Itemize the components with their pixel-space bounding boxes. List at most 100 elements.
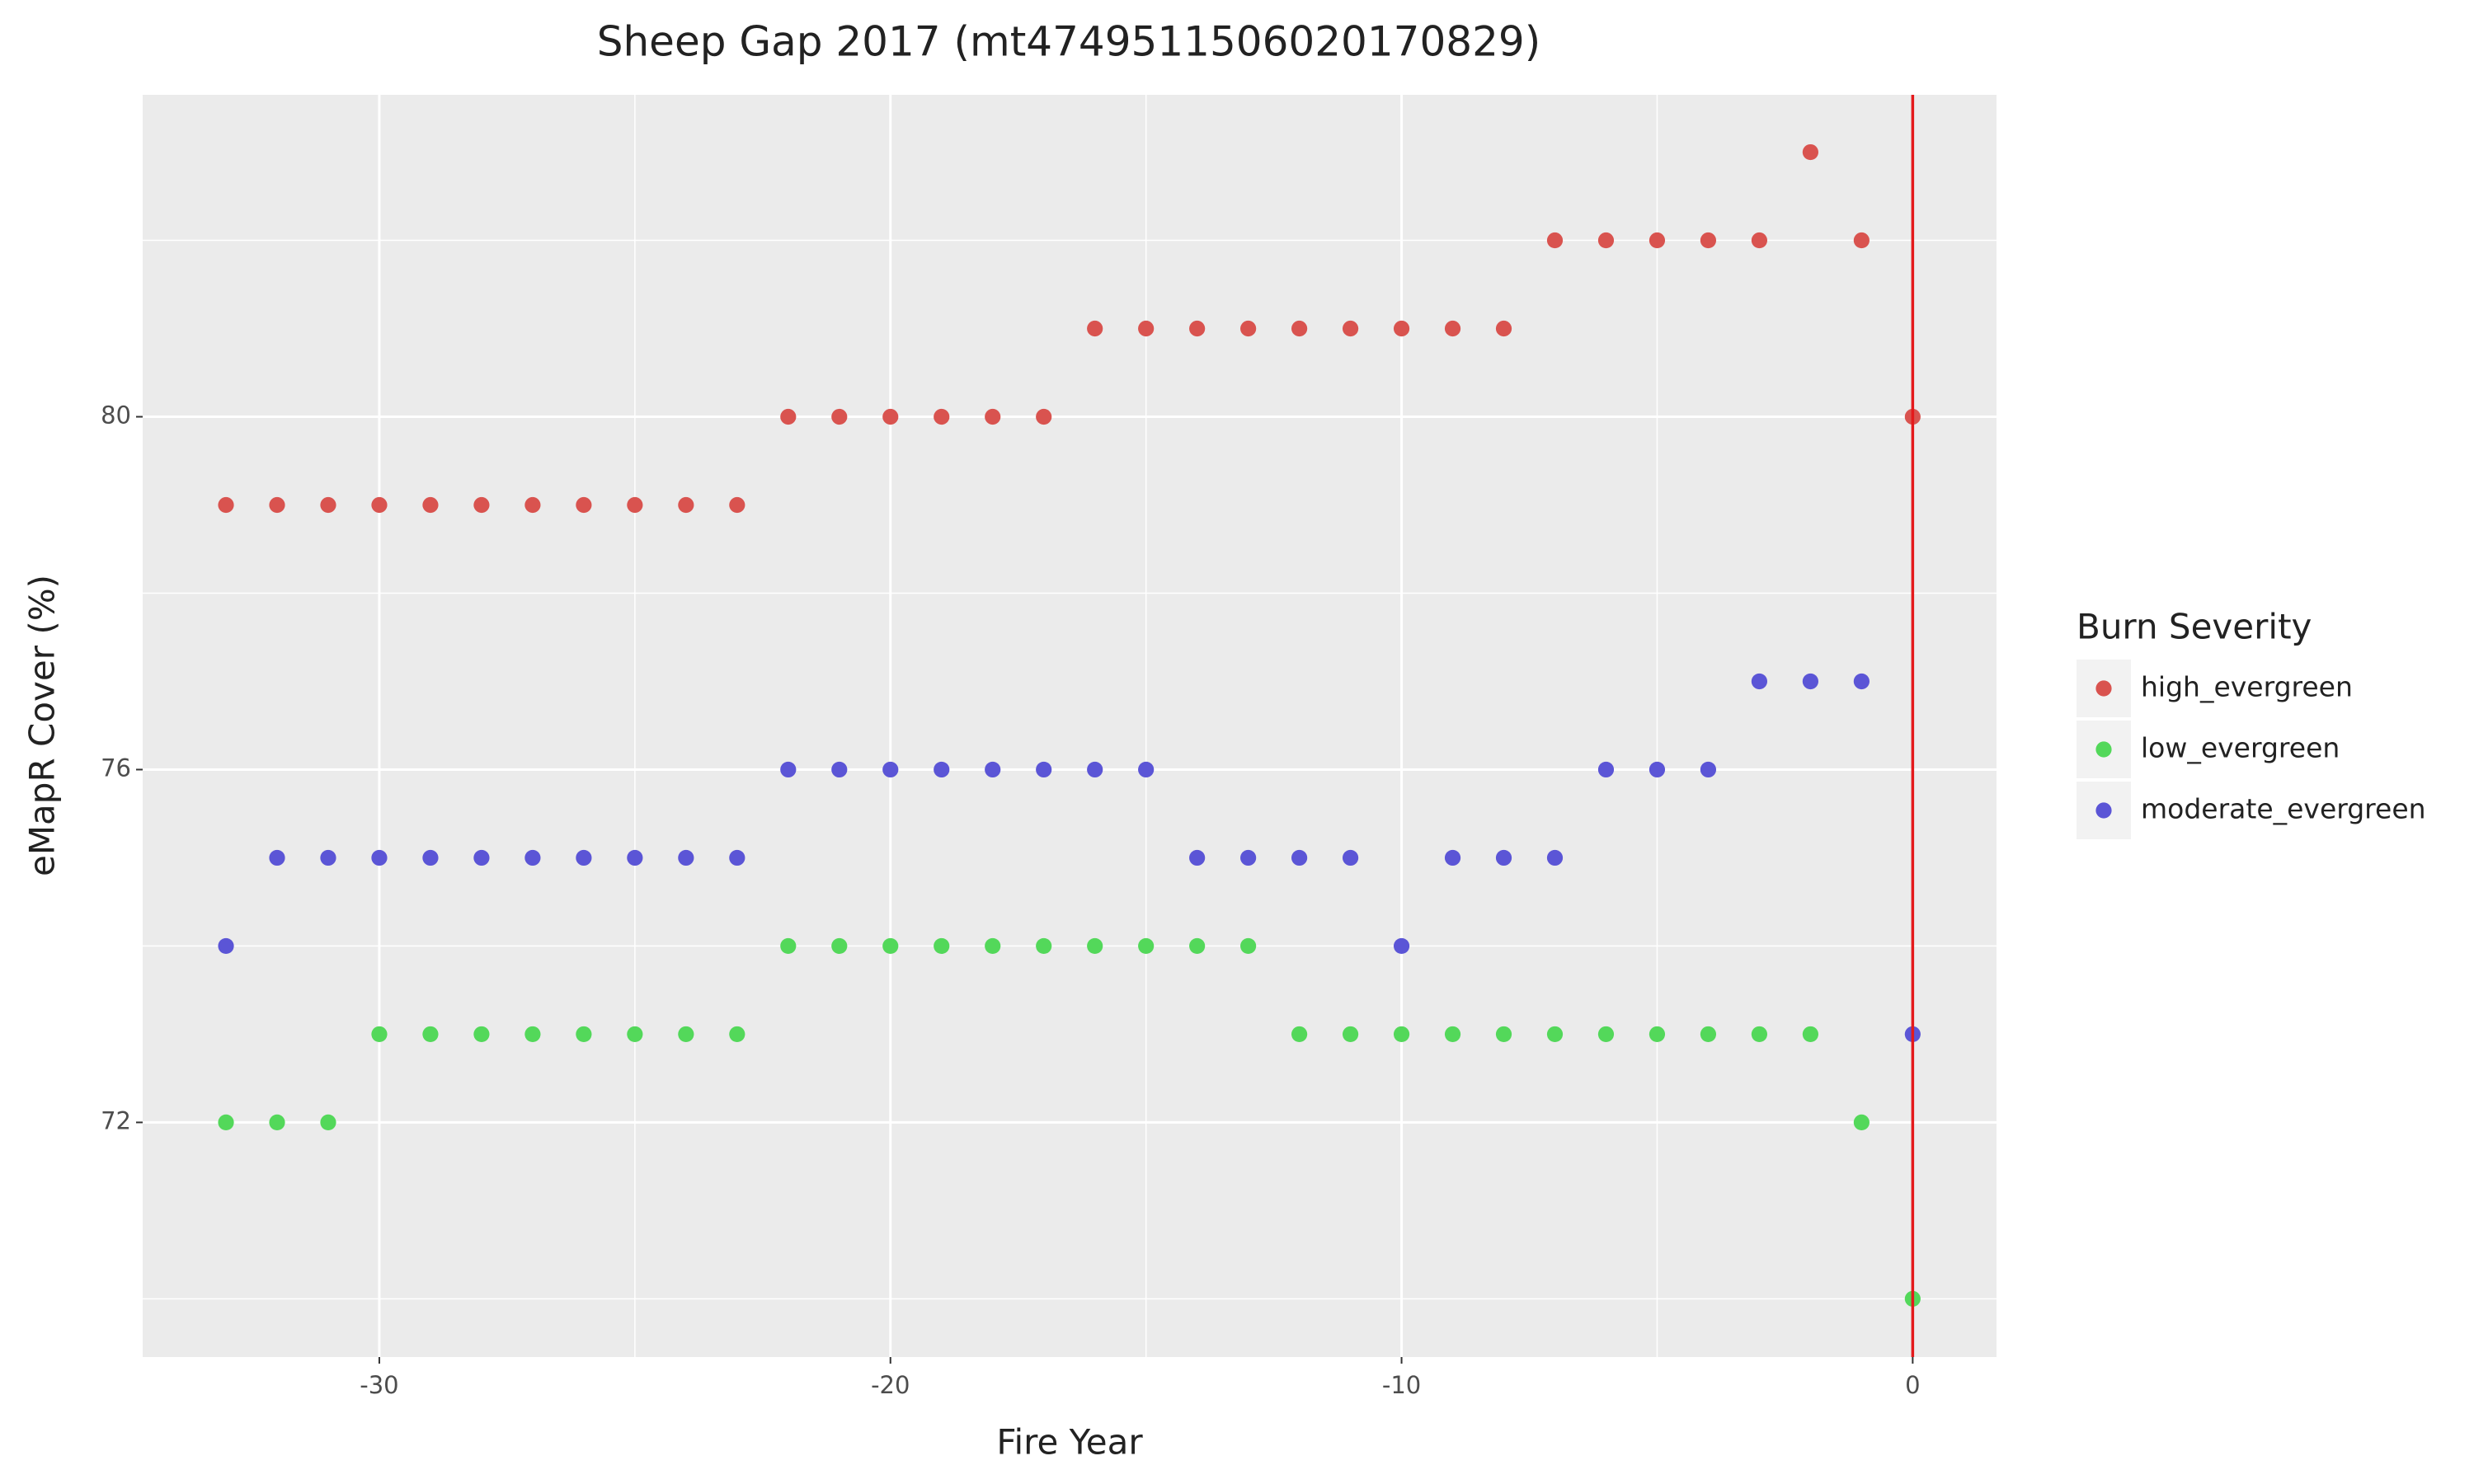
point bbox=[218, 937, 234, 955]
chart-title: Sheep Gap 2017 (mt4749511506020170829) bbox=[597, 18, 1540, 66]
point bbox=[1853, 1114, 1870, 1131]
point bbox=[780, 761, 797, 778]
x-tick-label: -20 bbox=[871, 1371, 910, 1399]
plot-panel bbox=[143, 95, 1997, 1357]
y-tick-label: 80 bbox=[101, 402, 131, 430]
legend: high_evergreen low_evergreen moderate_ever… bbox=[2077, 660, 2426, 839]
point bbox=[1597, 761, 1615, 778]
marks bbox=[218, 143, 1921, 1307]
point bbox=[576, 849, 592, 866]
point bbox=[1802, 143, 1818, 161]
point bbox=[1138, 320, 1155, 337]
point bbox=[729, 849, 745, 866]
point bbox=[1087, 761, 1103, 778]
point bbox=[1342, 849, 1359, 866]
point bbox=[1240, 937, 1257, 955]
point bbox=[1495, 1026, 1512, 1043]
point bbox=[1240, 849, 1257, 866]
point bbox=[1853, 673, 1870, 690]
point bbox=[627, 849, 643, 866]
point bbox=[576, 496, 592, 514]
point bbox=[985, 937, 1001, 955]
point bbox=[1189, 937, 1206, 955]
point bbox=[1751, 673, 1768, 690]
point bbox=[1700, 232, 1717, 249]
point bbox=[1751, 1026, 1768, 1043]
x-tick-label: -10 bbox=[1382, 1371, 1421, 1399]
point bbox=[1138, 761, 1155, 778]
point bbox=[1546, 849, 1564, 866]
point bbox=[882, 761, 899, 778]
y-tick-label: 76 bbox=[101, 754, 131, 782]
point bbox=[831, 408, 848, 425]
point bbox=[1495, 849, 1512, 866]
point bbox=[934, 937, 950, 955]
point bbox=[780, 408, 797, 425]
point bbox=[1751, 232, 1768, 249]
point bbox=[1291, 320, 1308, 337]
point bbox=[422, 1026, 439, 1043]
point bbox=[371, 496, 388, 514]
point bbox=[985, 408, 1001, 425]
point bbox=[218, 1114, 234, 1131]
point bbox=[985, 761, 1001, 778]
point bbox=[882, 937, 899, 955]
point bbox=[1649, 1026, 1666, 1043]
point bbox=[524, 1026, 541, 1043]
point bbox=[1393, 937, 1410, 955]
legend-marker bbox=[2095, 741, 2112, 758]
point bbox=[831, 937, 848, 955]
y-axis-title: eMapR Cover (%) bbox=[22, 575, 63, 876]
legend-marker bbox=[2095, 680, 2112, 697]
point bbox=[1853, 232, 1870, 249]
point bbox=[1546, 1026, 1564, 1043]
legend-label: moderate_evergreen bbox=[2141, 793, 2426, 825]
point bbox=[269, 1114, 285, 1131]
point bbox=[320, 849, 336, 866]
point bbox=[882, 408, 899, 425]
point bbox=[627, 1026, 643, 1043]
point bbox=[934, 761, 950, 778]
point bbox=[627, 496, 643, 514]
point bbox=[1649, 761, 1666, 778]
point bbox=[678, 1026, 694, 1043]
point bbox=[473, 1026, 490, 1043]
point bbox=[524, 849, 541, 866]
point bbox=[473, 849, 490, 866]
point bbox=[1444, 849, 1461, 866]
legend-title: Burn Severity bbox=[2077, 607, 2312, 647]
point bbox=[1393, 320, 1410, 337]
point bbox=[1291, 849, 1308, 866]
point bbox=[1700, 761, 1717, 778]
legend-label: low_evergreen bbox=[2141, 732, 2340, 764]
point bbox=[473, 496, 490, 514]
x-tick-label: 0 bbox=[1905, 1371, 1920, 1399]
point bbox=[1342, 320, 1359, 337]
point bbox=[1138, 937, 1155, 955]
point bbox=[1444, 320, 1461, 337]
legend-marker bbox=[2095, 802, 2112, 819]
point bbox=[1189, 320, 1206, 337]
point bbox=[729, 496, 745, 514]
point bbox=[1802, 673, 1818, 690]
point bbox=[422, 849, 439, 866]
point bbox=[320, 496, 336, 514]
point bbox=[1649, 232, 1666, 249]
point bbox=[1495, 320, 1512, 337]
y-tick-label: 72 bbox=[101, 1106, 131, 1134]
point bbox=[1342, 1026, 1359, 1043]
x-axis-title: Fire Year bbox=[996, 1422, 1143, 1463]
point bbox=[1036, 937, 1052, 955]
point bbox=[1189, 849, 1206, 866]
point bbox=[1597, 232, 1615, 249]
point bbox=[371, 849, 388, 866]
point bbox=[780, 937, 797, 955]
point bbox=[1291, 1026, 1308, 1043]
point bbox=[371, 1026, 388, 1043]
point bbox=[1036, 408, 1052, 425]
point bbox=[218, 496, 234, 514]
point bbox=[1240, 320, 1257, 337]
point bbox=[831, 761, 848, 778]
point bbox=[422, 496, 439, 514]
